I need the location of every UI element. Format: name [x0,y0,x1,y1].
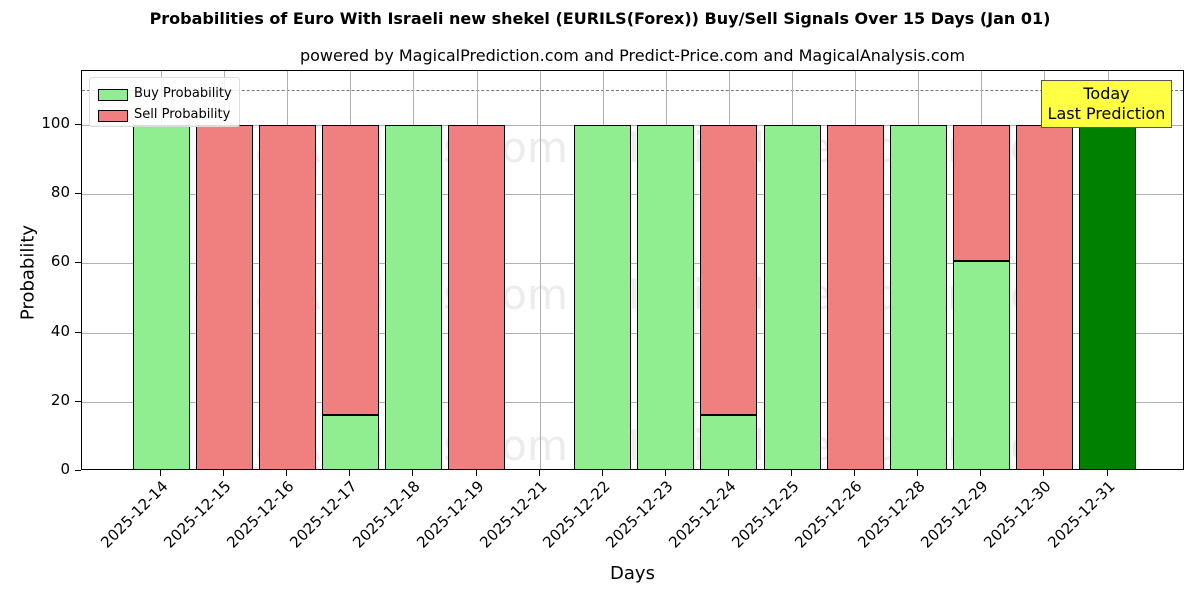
x-tick [601,470,603,476]
bar-sell-2025-12-24 [700,125,758,415]
x-tick [1043,470,1045,476]
bar-buy-2025-12-29 [952,260,1010,469]
y-tick-label: 100 [41,114,70,132]
y-tick [75,193,81,195]
bar-buy-2025-12-25 [763,125,821,469]
grid-line-h [82,194,1183,196]
x-tick [854,470,856,476]
y-tick [75,331,81,333]
bar-sell-2025-12-16 [258,125,316,469]
x-tick [980,470,982,476]
legend: Buy Probability Sell Probability [89,77,240,127]
y-tick [75,124,81,125]
bar-buy-2025-12-24 [700,414,758,469]
bar-buy-2025-12-28 [889,125,947,469]
y-tick-label: 20 [50,390,70,409]
bar-buy-2025-12-18 [384,125,442,469]
legend-label-sell: Sell Probability [134,107,231,122]
chart-subtitle: powered by MagicalPrediction.com and Pre… [299,46,966,65]
y-tick-label: 60 [50,252,70,271]
x-tick [1106,470,1108,476]
y-tick [75,400,81,402]
x-tick-label: 2025-12-17 [286,477,361,552]
grid-line-h [82,332,1183,334]
today-annotation: Today Last Prediction [1041,80,1172,128]
x-tick [475,470,477,476]
bar-buy-2025-12-17 [321,414,379,469]
x-tick [538,470,540,476]
x-tick [223,470,225,476]
bar-buy-2025-12-22 [574,125,632,469]
x-tick [160,470,161,476]
plot-area: MagicalAnalysis.comMagicalPrediction.com… [81,70,1184,470]
bar-sell-2025-12-15 [195,125,253,469]
bar-sell-2025-12-17 [321,125,379,415]
x-tick [791,470,792,476]
grid-line-v [539,71,541,469]
x-tick [664,470,666,476]
x-tick-label: 2025-12-18 [349,477,424,552]
x-tick [286,470,288,476]
annotation-line1: Today [1083,84,1130,103]
grid-line-h [82,263,1183,265]
bar-buy-2025-12-23 [637,125,695,469]
x-tick-label: 2025-12-14 [97,477,172,552]
reference-line-110 [82,90,1183,92]
y-tick-label: 80 [50,183,70,202]
y-axis-label: Probability [17,224,39,321]
legend-swatch-buy [98,89,128,101]
bar-sell-2025-12-29 [952,125,1010,261]
y-tick [75,470,81,471]
bar-sell-2025-12-19 [448,125,505,469]
bar-buy-2025-12-14 [132,125,190,469]
annotation-line2: Last Prediction [1047,104,1166,123]
x-tick-label: 2025-12-30 [980,477,1055,552]
bar-buy-2025-12-31 [1079,125,1136,469]
grid-line-h [82,125,1183,126]
x-tick [727,470,729,476]
x-tick-label: 2025-12-19 [412,477,488,552]
y-tick-label: 0 [60,460,70,478]
x-tick [412,470,414,476]
x-tick-label: 2025-12-29 [917,477,992,552]
x-axis-label: Days [610,563,655,584]
legend-swatch-sell [98,110,128,122]
chart-title: Probabilities of Euro With Israeli new s… [149,9,1051,28]
y-tick-label: 40 [50,321,70,340]
y-tick [75,262,81,264]
legend-label-buy: Buy Probability [134,86,232,101]
x-tick [349,470,351,476]
x-tick [917,470,919,476]
x-tick-label: 2025-12-31 [1043,477,1119,552]
grid-line-h [82,401,1183,403]
bar-sell-2025-12-26 [826,125,884,469]
bar-sell-2025-12-30 [1015,125,1073,469]
